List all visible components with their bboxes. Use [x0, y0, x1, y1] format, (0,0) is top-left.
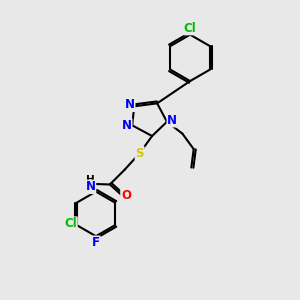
Text: O: O: [121, 189, 131, 202]
Text: N: N: [85, 180, 96, 194]
Text: F: F: [92, 236, 100, 249]
Text: N: N: [122, 119, 132, 132]
Text: N: N: [167, 114, 177, 127]
Text: H: H: [86, 175, 95, 185]
Text: Cl: Cl: [64, 217, 77, 230]
Text: Cl: Cl: [184, 22, 196, 34]
Text: S: S: [135, 147, 144, 160]
Text: N: N: [125, 98, 135, 111]
